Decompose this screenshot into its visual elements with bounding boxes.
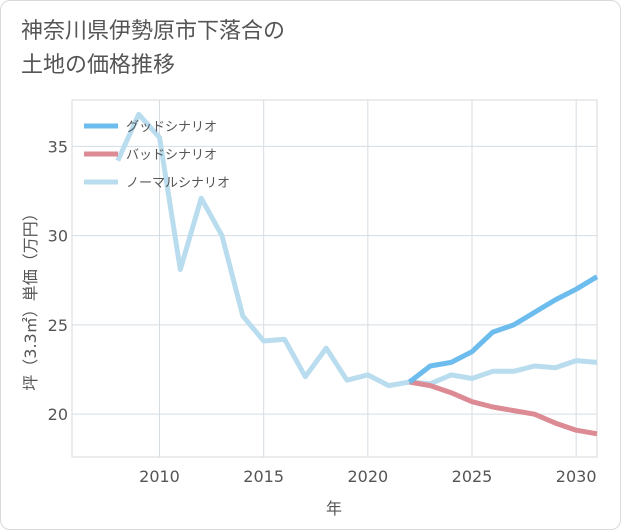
legend-label-1: グッドシナリオ <box>126 120 217 135</box>
y-tick-label: 35 <box>48 137 68 156</box>
x-tick-label: 2020 <box>347 467 388 486</box>
x-axis-label: 年 <box>326 499 342 518</box>
series-line-1 <box>407 274 599 384</box>
x-tick-label: 2010 <box>139 467 180 486</box>
legend-label-3: ノーマルシナリオ <box>126 176 230 191</box>
series-lines <box>115 111 599 437</box>
chart-title-line-2: 土地の価格推移 <box>21 53 176 78</box>
x-tick-label: 2015 <box>243 467 284 486</box>
series-line-3 <box>115 111 598 389</box>
chart-title-line-1: 神奈川県伊勢原市下落合の <box>21 19 286 44</box>
series-line-2 <box>409 379 598 437</box>
y-tick-label: 30 <box>48 227 68 246</box>
chart-title: 神奈川県伊勢原市下落合の 土地の価格推移 <box>21 15 285 83</box>
x-tick-label: 2025 <box>452 467 493 486</box>
y-axis-label: 坪（3.3㎡）単価（万円） <box>21 205 40 390</box>
y-tick-label: 20 <box>48 405 68 424</box>
legend-label-2: バッドシナリオ <box>126 148 217 163</box>
x-tick-label: 2030 <box>556 467 597 486</box>
y-tick-label: 25 <box>48 316 68 335</box>
